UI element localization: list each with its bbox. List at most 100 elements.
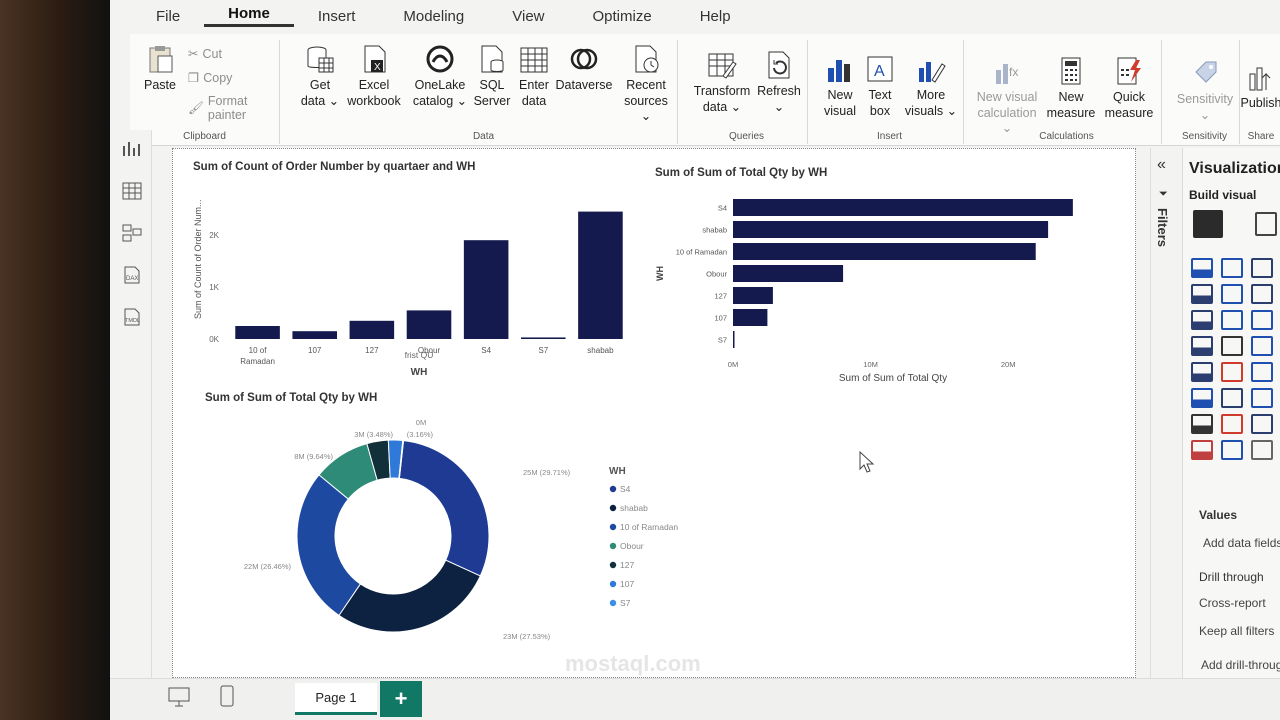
line-chart-icon[interactable]	[1191, 284, 1213, 304]
menu-file[interactable]: File	[156, 7, 181, 25]
svg-text:fx: fx	[1009, 65, 1018, 79]
page-tab-1[interactable]: Page 1	[295, 683, 377, 715]
bar-127[interactable]	[349, 320, 395, 339]
ribbon-chart-icon[interactable]	[1251, 284, 1273, 304]
recent-sources-button[interactable]: Recent sources ⌄	[618, 44, 674, 125]
column-chart-icon[interactable]	[1221, 310, 1243, 330]
funnel-chart-icon[interactable]	[1251, 310, 1273, 330]
paginated-report-icon[interactable]	[1191, 414, 1213, 434]
legend-item[interactable]: 127	[620, 560, 634, 570]
bar-chart-visual[interactable]: Sum of Count of Order Num... 0K 1K 2K 10 o…	[183, 179, 633, 389]
desktop-layout-icon[interactable]	[168, 687, 190, 707]
new-measure-button[interactable]: New measure	[1044, 56, 1098, 121]
bar-shabab[interactable]	[578, 211, 623, 339]
legend-item[interactable]: shabab	[620, 503, 648, 513]
kpi-visual-icon[interactable]	[1251, 414, 1273, 434]
hbar-10-of-ramadan[interactable]	[733, 243, 1036, 260]
bar-107[interactable]	[292, 331, 337, 339]
sensitivity-button[interactable]: Sensitivity ⌄	[1172, 58, 1238, 123]
excel-workbook-button[interactable]: X Excel workbook	[342, 44, 406, 109]
cut-button[interactable]: ✂ Cut	[188, 46, 222, 62]
bar-10-of-ramadan[interactable]	[235, 326, 280, 339]
qna-visual-icon[interactable]	[1251, 388, 1273, 408]
more-visuals-button[interactable]: More visuals ⌄	[902, 54, 960, 119]
sql-server-button[interactable]: SQL Server	[470, 44, 514, 109]
quick-measure-button[interactable]: Quick measure	[1100, 56, 1158, 121]
key-influencers-icon[interactable]	[1221, 388, 1243, 408]
donut-slice-shabab[interactable]	[338, 559, 481, 633]
new-visual-button[interactable]: New visual	[820, 54, 860, 119]
format-painter-button[interactable]: 🖌 Format painter	[188, 94, 248, 122]
menu-view[interactable]: View	[512, 7, 545, 25]
table-view-icon[interactable]	[122, 182, 142, 200]
refresh-button[interactable]: Refresh ⌄	[754, 50, 804, 115]
power-automate-icon[interactable]	[1221, 440, 1243, 460]
dataverse-button[interactable]: Dataverse	[552, 44, 616, 94]
menu-modeling[interactable]: Modeling	[403, 7, 465, 25]
legend-item[interactable]: Obour	[620, 541, 644, 551]
build-visual-tab-icon[interactable]	[1193, 210, 1223, 238]
card-visual-icon[interactable]	[1221, 362, 1243, 382]
collapse-chevron-icon[interactable]: «	[1157, 156, 1166, 173]
hbar-chart-visual[interactable]: WH S4 shabab 10 of Ramadan Obour 127 107 S7 0M…	[651, 189, 1121, 389]
matrix-chart-icon[interactable]	[1191, 336, 1213, 356]
page-bar: Page 1 +	[110, 678, 1280, 720]
donut-chart-visual[interactable]: 25M (29.71%) 23M (27.53%) 22M (26.46%) 8M (…	[193, 411, 753, 671]
bar-obour[interactable]	[406, 310, 452, 339]
donut-slice-s7[interactable]	[398, 439, 405, 479]
stacked-bar-h-icon[interactable]	[1251, 258, 1273, 278]
keep-all-filters-toggle[interactable]: Keep all filters	[1199, 624, 1275, 638]
format-visual-tab-icon[interactable]	[1255, 212, 1277, 236]
legend-item[interactable]: S7	[620, 598, 631, 608]
donut-chart-slices	[296, 439, 490, 633]
hbar-s7[interactable]	[733, 331, 735, 348]
get-data-button[interactable]: Get data ⌄	[298, 44, 342, 109]
add-data-fields-drop[interactable]: Add data fields here	[1203, 536, 1280, 550]
model-view-icon[interactable]	[122, 224, 142, 242]
legend-item[interactable]: 10 of Ramadan	[620, 522, 678, 532]
donut-slice-s4[interactable]	[398, 440, 490, 577]
menu-help[interactable]: Help	[699, 7, 731, 25]
table-visual-icon[interactable]	[1191, 362, 1213, 382]
hbar-obour[interactable]	[733, 265, 844, 282]
power-apps-icon[interactable]	[1191, 440, 1213, 460]
add-page-button[interactable]: +	[380, 681, 422, 717]
report-view-icon[interactable]	[122, 140, 142, 158]
map-chart-icon[interactable]	[1221, 336, 1243, 356]
smart-narrative-icon[interactable]	[1221, 414, 1243, 434]
legend-item[interactable]: 107	[620, 579, 634, 589]
tmdl-view-icon[interactable]: TMDL	[122, 308, 142, 326]
onelake-catalog-button[interactable]: OneLake catalog ⌄	[410, 44, 470, 109]
hbar-107[interactable]	[733, 309, 768, 326]
menu-insert[interactable]: Insert	[317, 7, 356, 25]
hbar-127[interactable]	[733, 287, 773, 304]
more-icon[interactable]	[1251, 440, 1273, 460]
mobile-layout-icon[interactable]	[220, 685, 234, 707]
waterfall-chart-icon[interactable]	[1191, 310, 1213, 330]
menu-home[interactable]: Home	[204, 5, 294, 27]
add-drill-through-drop[interactable]: Add drill-through fields here	[1201, 658, 1280, 672]
bar-s7[interactable]	[521, 337, 566, 339]
bar-s4[interactable]	[463, 240, 509, 339]
enter-data-button[interactable]: Enter data	[514, 44, 554, 109]
decomposition-tree-icon[interactable]	[1251, 362, 1273, 382]
copy-button[interactable]: ❐ Copy	[188, 70, 233, 86]
hbar-s4[interactable]	[733, 199, 1073, 216]
area-chart-icon[interactable]	[1221, 284, 1243, 304]
new-visual-calculation-button[interactable]: fx New visual calculation ⌄	[972, 56, 1042, 137]
text-box-button[interactable]: A Text box	[860, 54, 900, 119]
publish-button[interactable]: Publish	[1238, 62, 1280, 112]
svg-text:X: X	[374, 62, 381, 73]
menu-optimize[interactable]: Optimize	[592, 7, 652, 25]
hbar-shabab[interactable]	[733, 221, 1049, 238]
transform-data-button[interactable]: Transform data ⌄	[692, 50, 752, 115]
filters-pane-collapsed[interactable]: « ⏷ Filters	[1150, 148, 1178, 678]
dax-query-icon[interactable]: DAX	[122, 266, 142, 284]
cross-report-toggle[interactable]: Cross-report	[1199, 596, 1266, 610]
stacked-bar-icon[interactable]	[1191, 258, 1213, 278]
legend-item[interactable]: S4	[620, 484, 631, 494]
python-visual-icon[interactable]	[1191, 388, 1213, 408]
filled-map-icon[interactable]	[1251, 336, 1273, 356]
paste-button[interactable]: Paste	[138, 44, 182, 94]
clustered-column-icon[interactable]	[1221, 258, 1243, 278]
